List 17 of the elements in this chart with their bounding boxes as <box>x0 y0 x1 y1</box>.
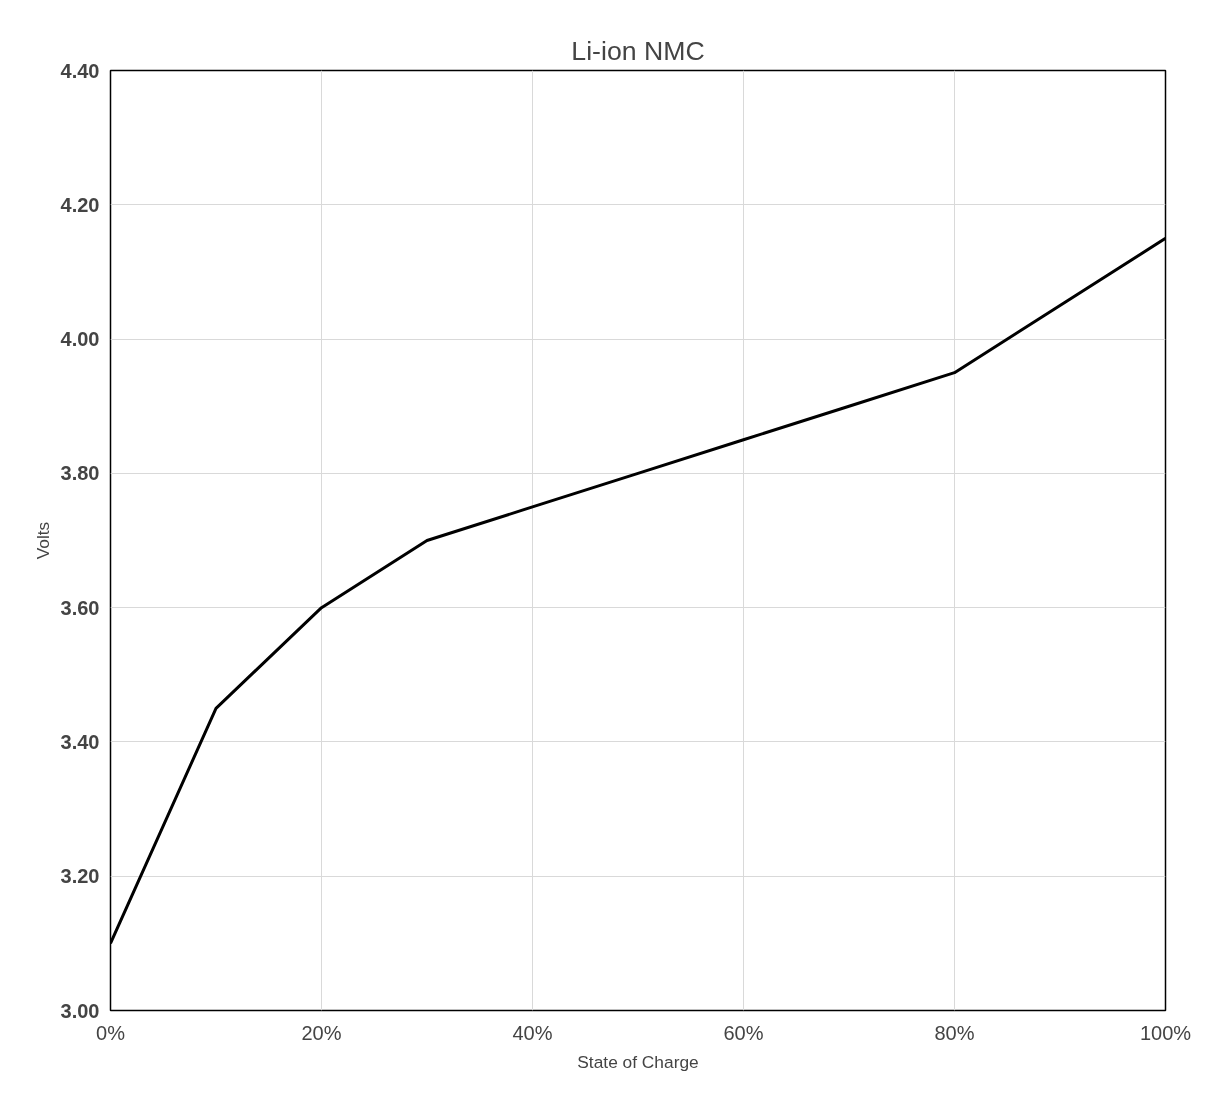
y-tick-label: 4.20 <box>60 193 100 216</box>
y-tick-label: 3.60 <box>60 596 100 619</box>
x-tick-label: 100% <box>1139 1021 1192 1044</box>
y-tick-label: 3.20 <box>60 865 100 888</box>
y-tick-label: 3.40 <box>60 730 100 753</box>
y-tick-label: 3.80 <box>60 462 100 485</box>
x-tick-label: 0% <box>96 1021 126 1044</box>
y-tick-label: 3.00 <box>60 999 100 1022</box>
x-axis-title: State of Charge <box>577 1051 699 1072</box>
y-tick-label: 4.00 <box>60 328 100 351</box>
x-tick-label: 80% <box>934 1021 975 1044</box>
y-tick-label: 4.40 <box>60 59 100 82</box>
chart-title: Li-ion NMC <box>571 35 705 66</box>
x-tick-label: 20% <box>301 1021 342 1044</box>
x-tick-label: 40% <box>512 1021 553 1044</box>
y-axis-title: Volts <box>32 521 53 560</box>
x-tick-label: 60% <box>723 1021 764 1044</box>
